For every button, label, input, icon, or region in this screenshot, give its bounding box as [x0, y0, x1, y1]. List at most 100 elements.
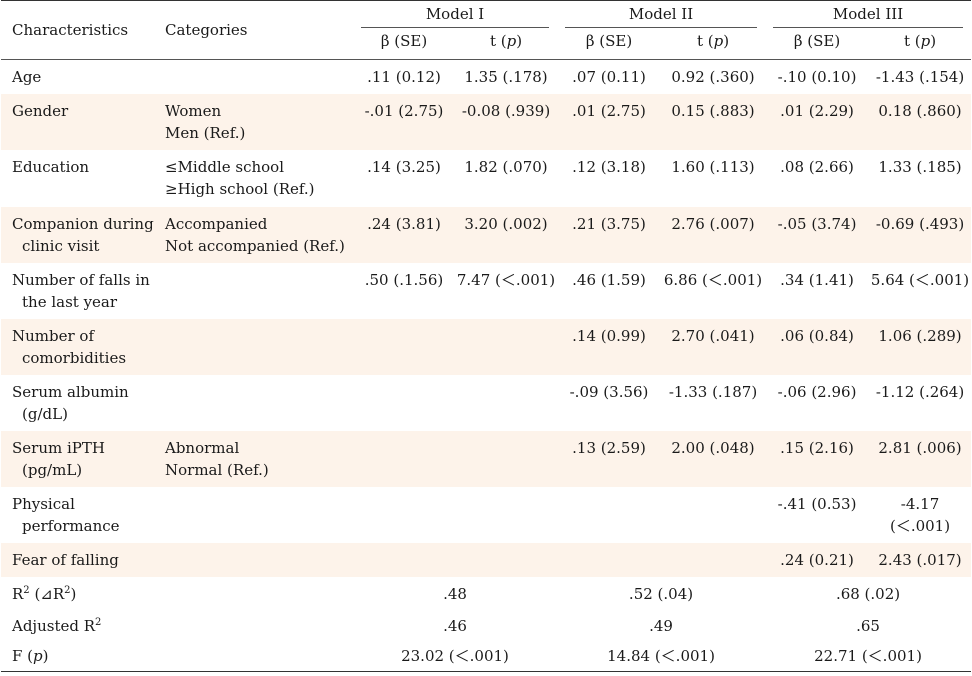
row-characteristic: Age — [1, 60, 163, 95]
model-1-t-p: 7.47 (＜.001) — [456, 271, 556, 289]
row-characteristic: Fear of falling — [1, 543, 163, 577]
category-line-1: Accompanied — [165, 215, 268, 233]
table-row: Physical performance -.41 (0.53) -4.17 (＜.0… — [1, 487, 971, 543]
r2-label: R2 (⊿R2) — [12, 585, 77, 603]
summary-body: R2 (⊿R2) .48 .52 (.04) .68 (.02) Adjuste… — [1, 577, 972, 672]
header-t-p-2: t (p) — [661, 30, 766, 60]
model-3-beta-se: .01 (2.29) — [765, 94, 870, 150]
category-line-2: ≥High school (Ref.) — [165, 180, 315, 198]
model-3-beta-se: .08 (2.66) — [780, 158, 854, 176]
row-characteristic: Number of comorbidities — [1, 319, 163, 375]
model-1-t-p: 3.20 (.002) — [455, 207, 558, 263]
summary-row-r2: R2 (⊿R2) .48 .52 (.04) .68 (.02) — [1, 577, 971, 611]
table-row: Serum iPTH (pg/mL) Abnormal Normal (Ref.) .1… — [1, 431, 972, 487]
header-row-2: β (SE) t (p) β (SE) t (p) β (SE) t (p) — [1, 30, 972, 60]
header-model-1: Model I — [353, 1, 557, 31]
model-3-t-p: -4.17 (＜.001) — [889, 495, 951, 535]
row-category: ≤Middle school ≥High school (Ref.) — [163, 150, 353, 207]
row-category — [163, 60, 353, 95]
model-1-t-p: 1.35 (.178) — [464, 68, 548, 86]
model-1-t-p — [455, 319, 558, 375]
model-2-t-p: 1.60 (.113) — [671, 158, 755, 176]
model-3-t-p: -0.69 (.493) — [869, 207, 972, 263]
model-1-beta-se: .24 (3.81) — [353, 207, 455, 263]
f-label: F (p) — [1, 641, 163, 672]
summary-row-f: F (p) 23.02 (＜.001) 14.84 (＜.001) 22.71 … — [1, 641, 972, 672]
characteristic-line-2: clinic visit — [22, 237, 100, 255]
model-2-beta-se — [557, 543, 662, 577]
characteristic-line-2: (pg/mL) — [22, 461, 83, 479]
model-3-beta-se: .06 (0.84) — [765, 319, 870, 375]
model-3-beta-se: -.10 (0.10) — [777, 68, 857, 86]
header-t-p-1: t (p) — [455, 30, 558, 60]
model-3-t-p: 0.18 (.860) — [869, 94, 972, 150]
model-2-beta-se: .07 (0.11) — [572, 68, 646, 86]
category-line-2: Normal (Ref.) — [165, 461, 269, 479]
adjusted-r2-model-3: .65 — [856, 617, 880, 635]
model-3-t-p: 2.81 (.006) — [869, 431, 972, 487]
model-1-t-p — [455, 431, 558, 487]
model-3-beta-se: .24 (0.21) — [765, 543, 870, 577]
f-model-1: 23.02 (＜.001) — [353, 641, 558, 672]
model-1-t-p: -0.08 (.939) — [455, 94, 558, 150]
model-3-t-p: -1.43 (.154) — [875, 68, 965, 86]
model-2-beta-se: .21 (3.75) — [557, 207, 662, 263]
characteristic-line-1: Physical — [12, 495, 75, 513]
model-1-beta-se — [353, 319, 455, 375]
category-line-2: Men (Ref.) — [165, 124, 246, 142]
row-category — [163, 543, 353, 577]
row-characteristic: Serum iPTH (pg/mL) — [1, 431, 163, 487]
model-1-t-p — [455, 375, 557, 431]
adjusted-r2-model-1: .46 — [443, 617, 467, 635]
table-row: Gender Women Men (Ref.) -.01 (2.75) -0.08 (.… — [1, 94, 972, 150]
model-2-beta-se — [557, 487, 661, 543]
summary-row-adjusted-r2: Adjusted R2 .46 .49 .65 — [1, 611, 971, 641]
model-2-t-p — [661, 487, 765, 543]
table-row: Age .11 (0.12) 1.35 (.178) .07 (0.11) 0.92 (… — [1, 60, 971, 95]
table-row: Number of comorbidities .14 (0.99) 2.70 (.0… — [1, 319, 972, 375]
model-2-t-p — [661, 543, 766, 577]
row-characteristic: Companion during clinic visit — [1, 207, 163, 263]
row-category — [163, 375, 353, 431]
characteristic-line-1: Number of — [12, 327, 95, 345]
row-category: Women Men (Ref.) — [163, 94, 353, 150]
model-2-t-p: 2.00 (.048) — [661, 431, 766, 487]
table-row: Serum albumin (g/dL) -.09 (3.56) -1.33 (.18… — [1, 375, 971, 431]
row-characteristic: Physical performance — [1, 487, 163, 543]
r2-model-1: .48 — [443, 585, 467, 603]
header-characteristics: Characteristics — [1, 0, 163, 60]
model-2-t-p: 0.92 (.360) — [671, 68, 755, 86]
row-category: Abnormal Normal (Ref.) — [163, 431, 353, 487]
model-1-beta-se: .11 (0.12) — [367, 68, 441, 86]
row-characteristic: Education — [1, 150, 163, 207]
characteristic-line-1: Number of falls in — [12, 271, 150, 289]
model-1-beta-se — [353, 487, 455, 543]
model-2-beta-se: -.09 (3.56) — [569, 383, 649, 401]
model-2-beta-se: .01 (2.75) — [557, 94, 662, 150]
model-3-beta-se: -.41 (0.53) — [777, 495, 857, 513]
table-row: Education ≤Middle school ≥High school (Ref… — [1, 150, 971, 207]
model-1-t-p — [455, 487, 557, 543]
category-line-1: Abnormal — [165, 439, 240, 457]
row-category: Accompanied Not accompanied (Ref.) — [163, 207, 353, 263]
header-row-1: Characteristics Categories Model I Model… — [1, 0, 972, 60]
model-2-beta-se: .14 (0.99) — [557, 319, 662, 375]
row-characteristic: Number of falls in the last year — [1, 263, 163, 319]
row-category — [163, 487, 353, 543]
characteristic-line-1: Age — [12, 68, 42, 86]
row-category — [163, 263, 353, 319]
characteristic-line-2: the last year — [22, 293, 118, 311]
header-beta-se-3: β (SE) — [765, 30, 870, 60]
characteristic-line-1: Companion during — [12, 215, 154, 233]
header-model-2: Model II — [557, 1, 765, 31]
model-1-t-p — [455, 543, 558, 577]
model-3-t-p: -1.12 (.264) — [875, 383, 965, 401]
r2-model-3: .68 (.02) — [835, 585, 901, 603]
model-1-beta-se — [353, 431, 455, 487]
model-3-t-p: 2.43 (.017) — [869, 543, 972, 577]
model-2-t-p: 0.15 (.883) — [661, 94, 766, 150]
adjusted-r2-model-2: .49 — [649, 617, 673, 635]
category-line-1: Women — [165, 102, 222, 120]
header-model-3-label: Model III — [773, 3, 964, 28]
